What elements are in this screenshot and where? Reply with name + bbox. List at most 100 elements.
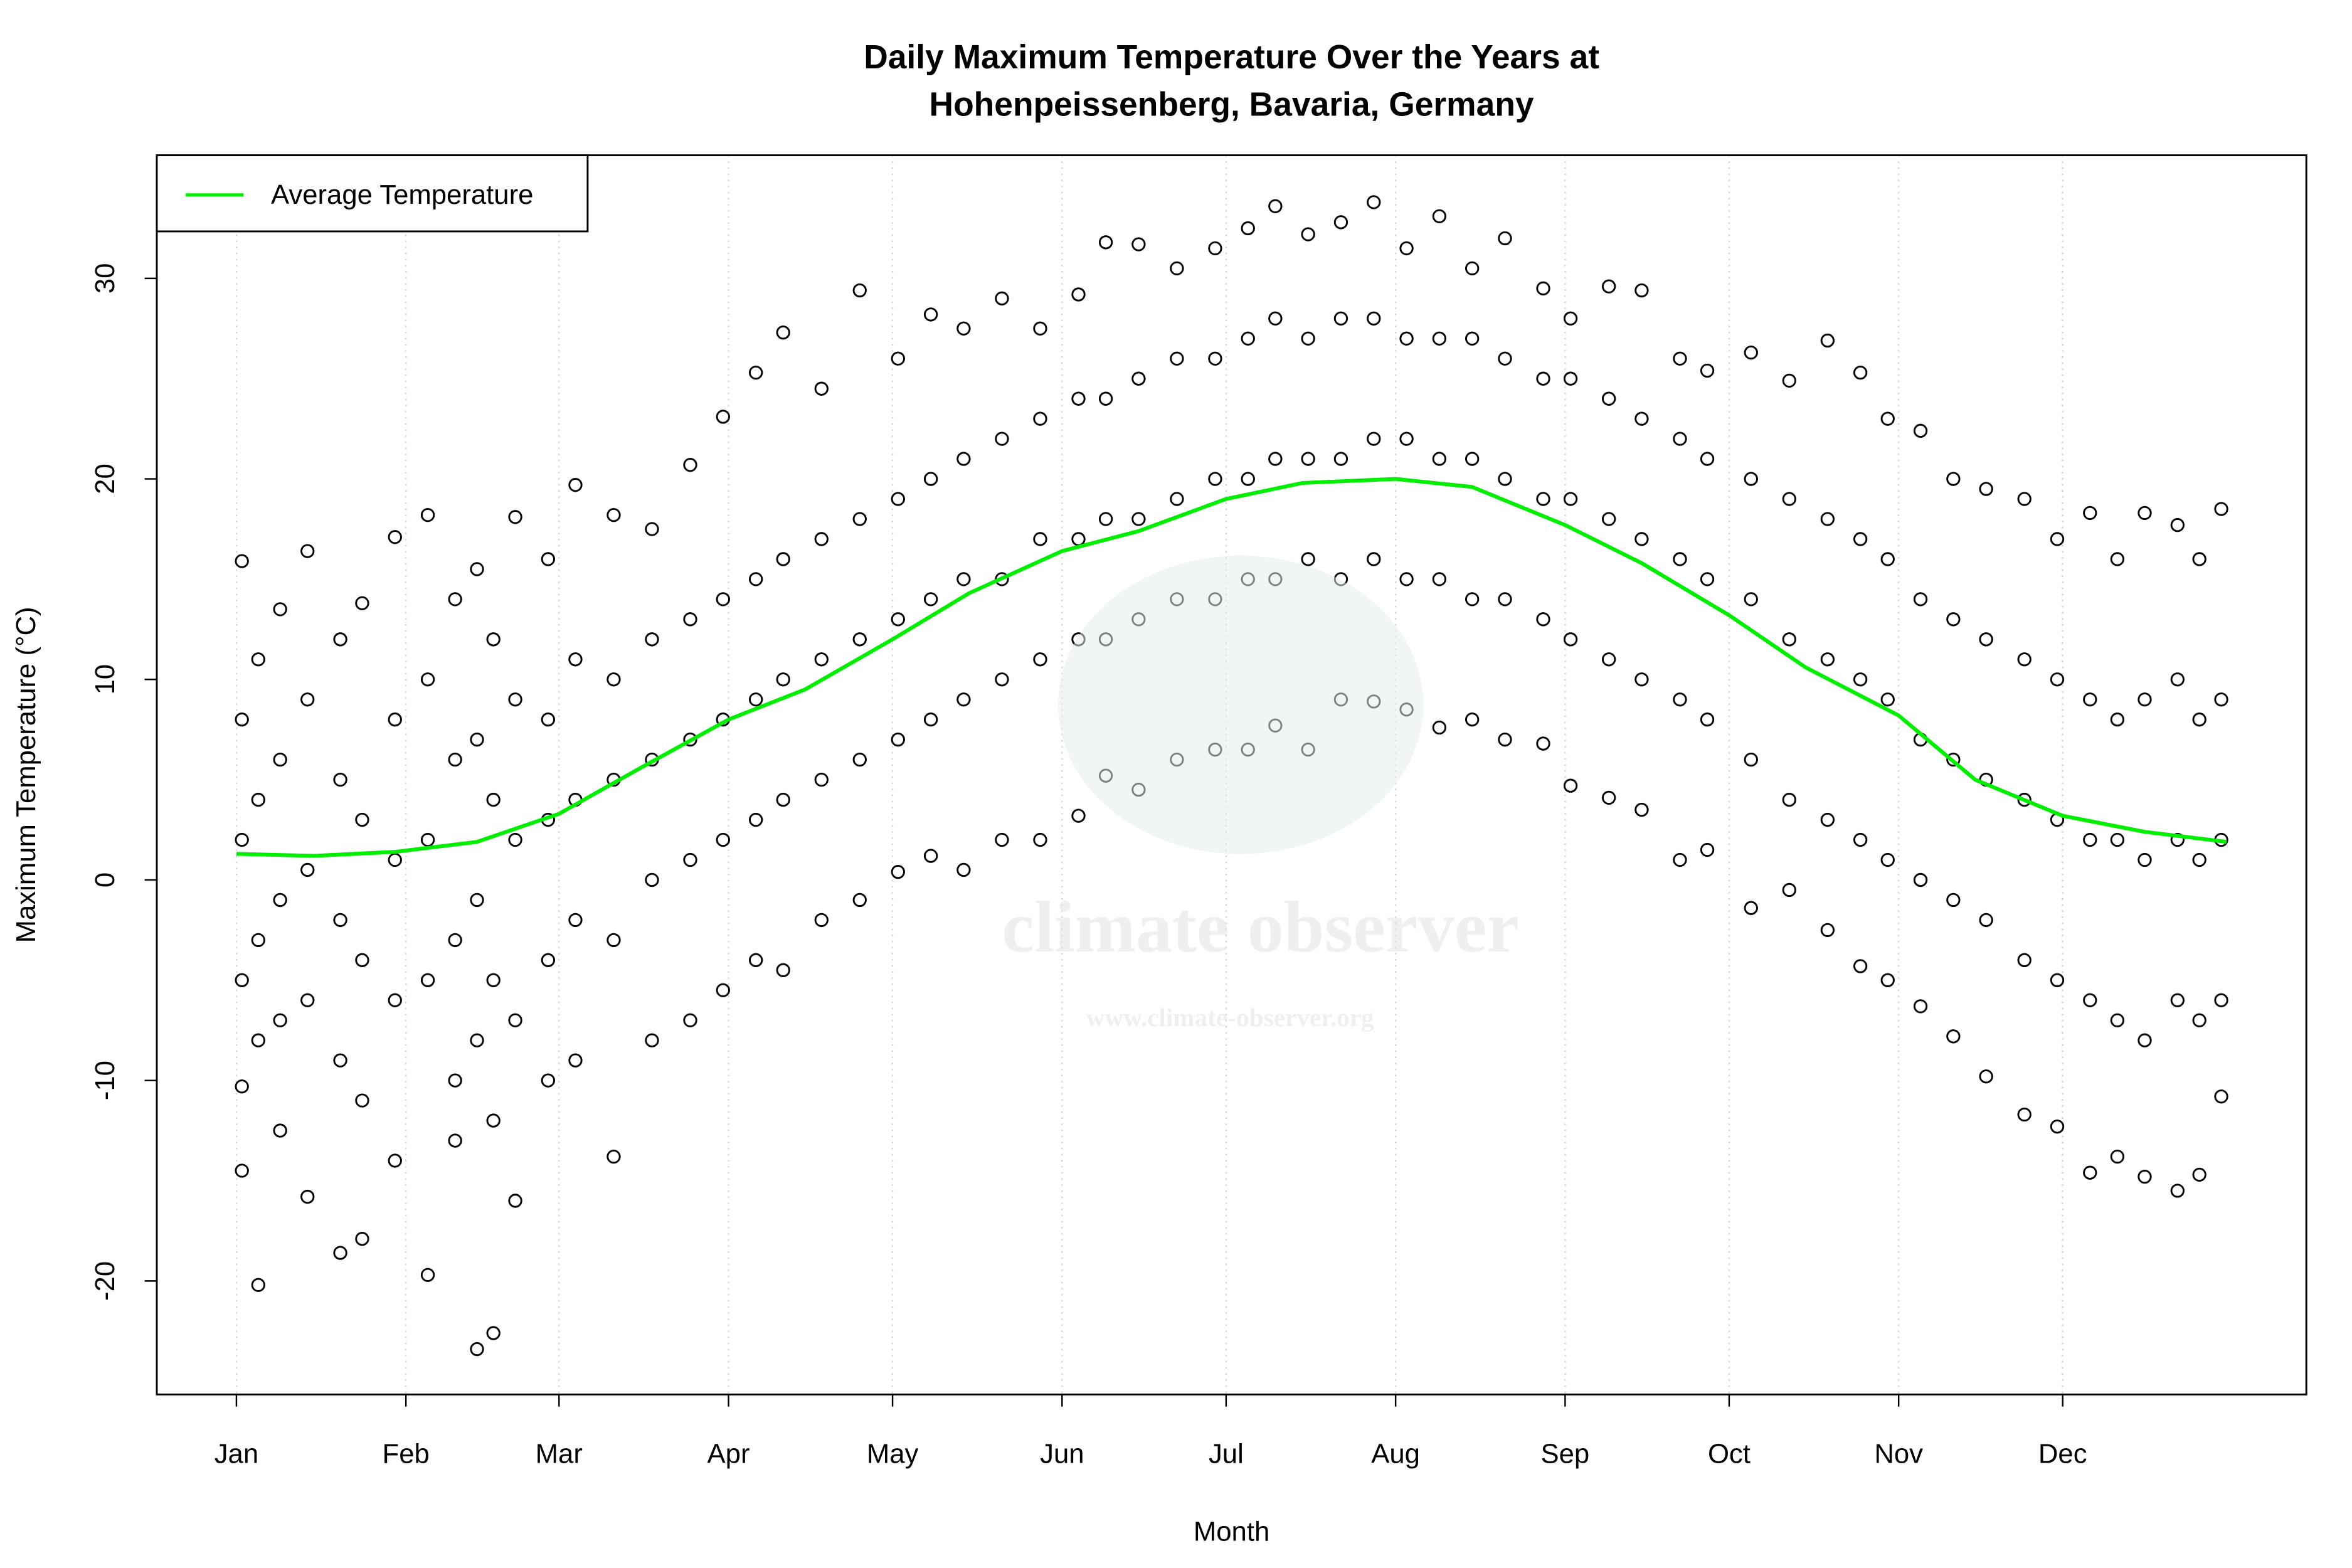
point — [814, 913, 829, 928]
point — [2083, 832, 2097, 847]
point — [448, 592, 462, 607]
point — [486, 973, 501, 987]
point — [1465, 592, 1480, 607]
point — [1913, 592, 1928, 607]
point — [2170, 993, 2185, 1007]
watermark-text: climate observer — [1002, 887, 1519, 968]
point — [645, 632, 659, 647]
point — [776, 672, 790, 687]
point — [1563, 311, 1578, 326]
point — [273, 893, 287, 908]
point — [251, 933, 265, 948]
point — [508, 692, 522, 707]
point — [1399, 331, 1414, 346]
point — [1853, 672, 1868, 687]
x-tick-label: Aug — [1371, 1439, 1420, 1470]
point — [235, 712, 249, 727]
point — [776, 963, 790, 977]
point — [995, 432, 1009, 446]
point — [1913, 999, 1928, 1014]
point — [1634, 672, 1649, 687]
x-tick-label: Jun — [1040, 1439, 1084, 1470]
point — [1880, 552, 1895, 566]
point — [2050, 532, 2065, 546]
point — [1744, 592, 1758, 607]
point — [508, 510, 522, 524]
point — [448, 1073, 462, 1088]
plot-frame — [156, 154, 2307, 1396]
point — [923, 307, 938, 322]
point — [568, 1053, 583, 1067]
point — [2137, 1033, 2152, 1047]
point — [1946, 1029, 1961, 1044]
point — [2170, 832, 2185, 847]
point — [1673, 552, 1687, 566]
point — [1601, 652, 1616, 667]
point — [1563, 492, 1578, 506]
point — [2192, 1167, 2206, 1182]
point — [300, 692, 315, 707]
point — [388, 1153, 402, 1168]
point — [1563, 778, 1578, 793]
point — [1498, 733, 1512, 747]
point — [448, 933, 462, 948]
point — [1333, 452, 1348, 466]
point — [923, 472, 938, 486]
point — [2214, 502, 2228, 516]
point — [995, 832, 1009, 847]
point — [508, 1194, 522, 1208]
point — [645, 872, 659, 887]
point — [1782, 632, 1796, 647]
point — [1880, 852, 1895, 867]
point — [2110, 1149, 2125, 1164]
point — [716, 410, 730, 424]
point — [1131, 371, 1146, 386]
point — [420, 832, 435, 847]
point — [1131, 237, 1146, 252]
point — [300, 993, 315, 1007]
point — [1946, 752, 1961, 767]
point — [995, 672, 1009, 687]
point — [1853, 832, 1868, 847]
point — [683, 1013, 697, 1027]
point — [1432, 720, 1447, 735]
point — [645, 1033, 659, 1047]
point — [333, 772, 347, 787]
legend-label: Average Temperature — [271, 179, 533, 210]
point — [2050, 1120, 2065, 1134]
point — [1465, 261, 1480, 276]
point — [470, 893, 484, 908]
point — [1820, 812, 1835, 827]
point — [1979, 632, 1993, 647]
point — [2050, 973, 2065, 987]
x-tick-label: Oct — [1708, 1439, 1751, 1470]
point — [1208, 241, 1222, 256]
point — [956, 862, 971, 877]
point — [251, 1033, 265, 1047]
point — [607, 507, 621, 522]
point — [1033, 652, 1047, 667]
point — [448, 752, 462, 767]
average-line — [236, 477, 2227, 858]
point — [1601, 512, 1616, 526]
point — [2017, 492, 2032, 506]
point — [235, 973, 249, 987]
point — [1946, 472, 1961, 486]
point — [1301, 227, 1315, 241]
point — [923, 592, 938, 607]
point — [1498, 472, 1512, 486]
point — [2137, 692, 2152, 707]
point — [273, 752, 287, 767]
point — [814, 652, 829, 667]
point — [1744, 472, 1758, 486]
point — [355, 596, 369, 610]
x-tick-label: Nov — [1874, 1439, 1923, 1470]
point — [2192, 712, 2206, 727]
point — [1333, 215, 1348, 230]
point — [1853, 532, 1868, 546]
point — [1208, 351, 1222, 366]
point — [1241, 472, 1255, 486]
point — [388, 993, 402, 1007]
point — [300, 862, 315, 877]
point — [273, 602, 287, 617]
